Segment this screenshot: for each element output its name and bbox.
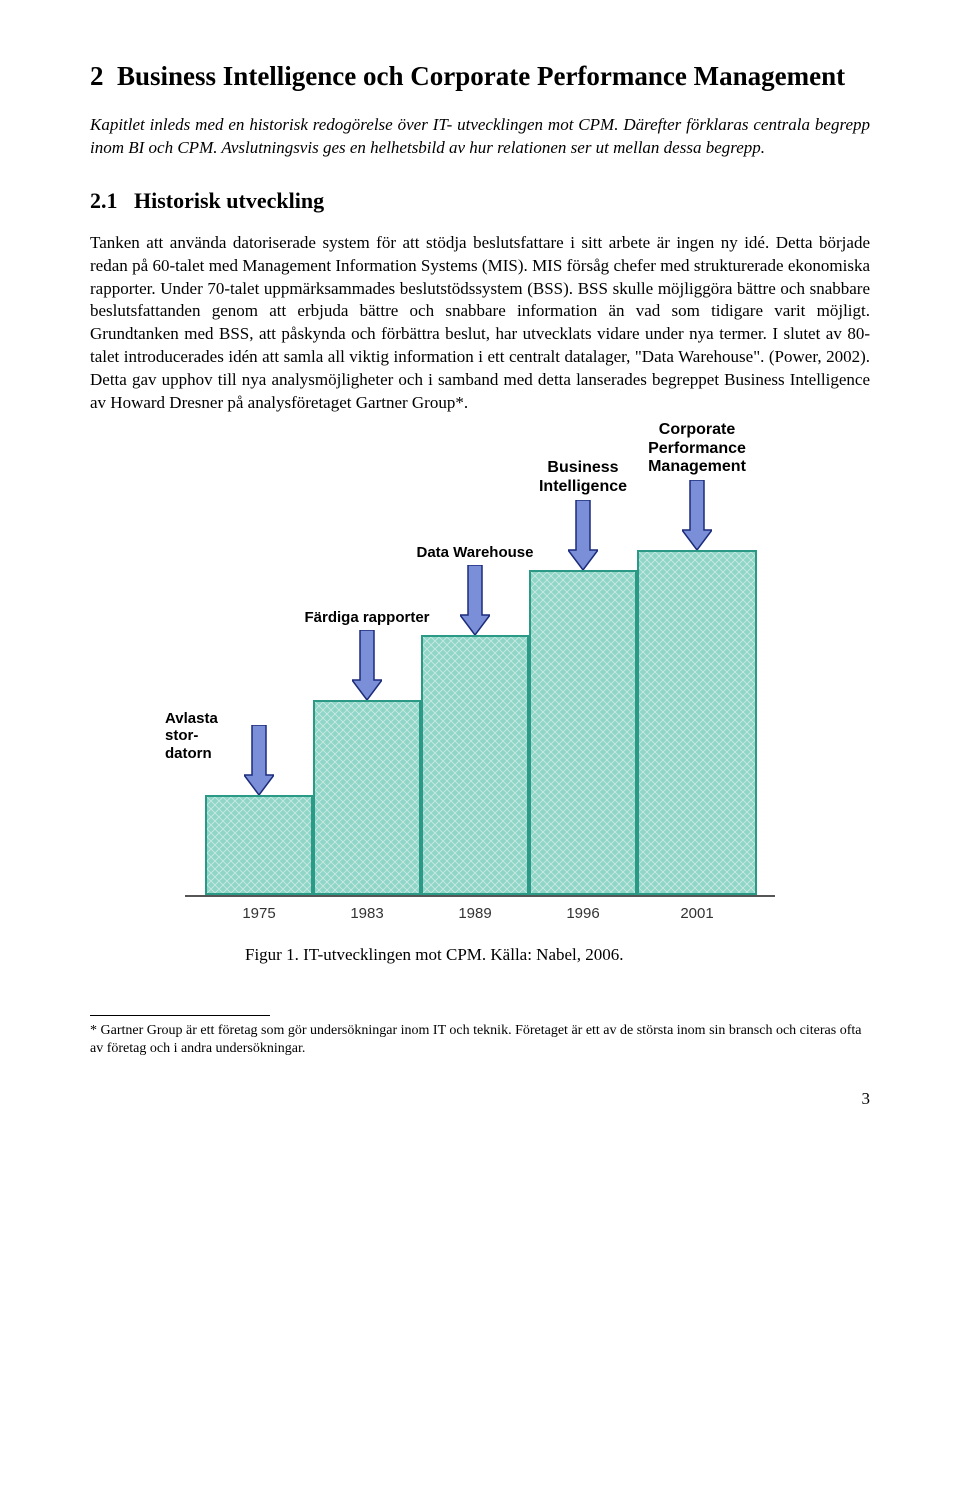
chart-bar-label: Avlasta stor- datorn [165, 710, 245, 762]
x-axis-tick: 1975 [242, 905, 275, 922]
figure-caption: Figur 1. IT-utvecklingen mot CPM. Källa:… [245, 945, 775, 965]
x-axis: 1975 1983 1989 1996 2001 [185, 897, 775, 927]
x-axis-tick: 2001 [680, 905, 713, 922]
section-title: 2.1 Historisk utveckling [90, 188, 870, 214]
down-arrow-icon [682, 480, 712, 550]
footnote: * Gartner Group är ett företag som gör u… [90, 1022, 870, 1058]
down-arrow-icon [352, 630, 382, 700]
footnote-rule [90, 1015, 270, 1016]
chapter-title: 2 Business Intelligence och Corporate Pe… [90, 60, 870, 94]
chart-bar-label: Corporate Performance Management [622, 421, 772, 476]
chapter-title-text: Business Intelligence och Corporate Perf… [117, 61, 845, 91]
section-number: 2.1 [90, 188, 118, 213]
chart-bar [313, 700, 421, 895]
x-axis-tick: 1983 [350, 905, 383, 922]
chart-bar-label: Färdiga rapporter [298, 609, 436, 626]
x-axis-tick: 1989 [458, 905, 491, 922]
figure: Avlasta stor- datornFärdiga rapporterDat… [185, 435, 775, 965]
chart-bar [421, 635, 529, 895]
down-arrow-icon [460, 565, 490, 635]
section-title-text: Historisk utveckling [134, 188, 324, 213]
down-arrow-icon [568, 500, 598, 570]
down-arrow-icon [244, 725, 274, 795]
chart-bar [529, 570, 637, 895]
step-chart: Avlasta stor- datornFärdiga rapporterDat… [185, 435, 775, 897]
chart-bar [205, 795, 313, 895]
chart-bar-label: Data Warehouse [406, 544, 544, 561]
page-number: 3 [90, 1089, 870, 1109]
chapter-number: 2 [90, 61, 104, 91]
section-body: Tanken att använda datoriserade system f… [90, 232, 870, 416]
chart-bar [637, 550, 757, 895]
chapter-intro: Kapitlet inleds med en historisk redogör… [90, 114, 870, 160]
x-axis-tick: 1996 [566, 905, 599, 922]
